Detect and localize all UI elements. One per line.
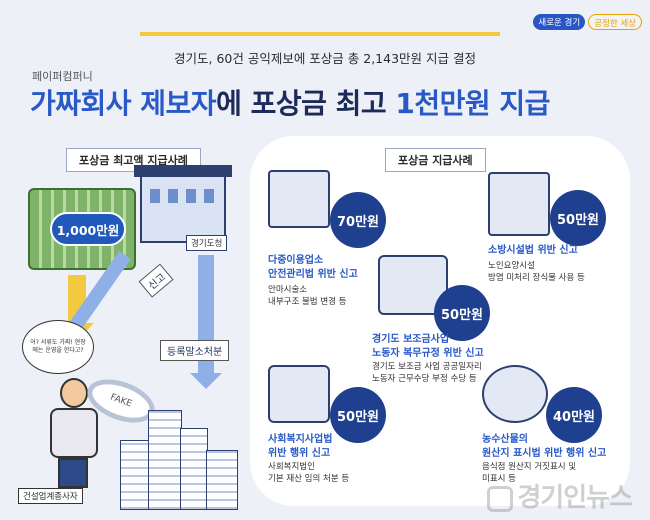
building-window: [168, 189, 178, 203]
city-building: [206, 450, 238, 510]
case-title-line: 위반 행위 신고: [268, 447, 331, 459]
report-label: 신고: [138, 263, 174, 298]
case-desc: 안마시술소 내부구조 불법 변경 등: [268, 284, 347, 309]
slogan-left: 새로운 경기: [533, 14, 586, 30]
case-desc-line: 내부구조 불법 변경 등: [268, 297, 347, 308]
heart-house-icon: [268, 365, 330, 423]
case-title-line: 농수산물의: [482, 434, 528, 445]
building-window: [204, 189, 214, 203]
case-title: 소방시설법 위반 신고: [488, 244, 578, 258]
headline: 가짜회사 제보자에 포상금 최고 1천만원 지급: [30, 82, 550, 122]
company-label: 페이퍼컴퍼니: [32, 70, 93, 83]
top-accent-bar: [140, 32, 500, 36]
person-tag: 건설업계종사자: [18, 488, 83, 504]
case-title-line: 안전관리법 위반 신고: [268, 268, 358, 280]
whistleblower-person-illustration: [44, 378, 104, 488]
case-title-line: 원산지 표시법 위반 행위 신고: [482, 447, 607, 459]
headline-part3: 1천만원 지급: [395, 87, 550, 120]
watermark: 경기인뉴스: [487, 477, 633, 514]
case-title-line: 경기도 보조금사업: [372, 334, 450, 345]
case-title: 다중이용업소 안전관리법 위반 신고: [268, 254, 358, 281]
slogan-logo: 새로운 경기 공정한 세상: [533, 14, 642, 30]
amount-badge: 50만원: [550, 190, 606, 246]
amount-badge: 50만원: [434, 285, 490, 341]
watermark-logo-icon: [487, 485, 514, 512]
case-title-line: 다중이용업소: [268, 255, 324, 266]
case-title: 사회복지사업법 위반 행위 신고: [268, 433, 332, 460]
case-title-line: 소방시설법 위반 신고: [488, 245, 578, 256]
case-title-line: 노동자 복무규정 위반 신고: [372, 347, 484, 359]
case-desc-line: 음식점 원산지 거짓표시 및: [482, 462, 577, 472]
person-head: [60, 378, 88, 408]
person-body: [50, 408, 98, 458]
case-desc-line: 사회복지법인: [268, 462, 315, 472]
bed-illustration-icon: [268, 170, 330, 228]
money-badge: 1,000만원: [50, 212, 126, 246]
case-desc-line: 미표시 등: [482, 474, 516, 485]
city-building: [120, 440, 150, 510]
building-roof: [134, 165, 232, 177]
right-section-label: 포상금 지급사례: [385, 148, 486, 172]
amount-badge: 50만원: [330, 387, 386, 443]
headline-part2: 에 포상금 최고: [216, 87, 396, 120]
case-desc: 사회복지법인 기본 재산 임의 처분 등: [268, 461, 349, 486]
slogan-right: 공정한 세상: [588, 14, 642, 30]
case-desc-line: 방염 미처리 장식물 사용 등: [488, 273, 585, 284]
case-desc-line: 기본 재산 임의 처분 등: [268, 474, 350, 485]
headline-part1: 가짜회사 제보자: [30, 87, 217, 120]
speech-bubble: 어? 서류도 가짜! 현장에는 운영을 한다고?: [22, 320, 94, 374]
government-building-illustration: [134, 165, 232, 243]
amount-badge: 70만원: [330, 192, 386, 248]
city-building: [180, 428, 208, 510]
building-tag: 경기도청: [186, 235, 228, 251]
case-desc: 경기도 보조금 사업 공공일자리 노동자 근무수당 부정 수당 등: [372, 361, 482, 386]
case-desc: 음식점 원산지 거짓표시 및 미표시 등: [482, 461, 576, 486]
amount-badge: 40만원: [546, 387, 602, 443]
city-buildings-illustration: [120, 400, 240, 510]
city-building: [148, 410, 182, 510]
food-plate-icon: [482, 365, 548, 423]
case-desc-line: 노인요양시설: [488, 261, 535, 271]
case-desc: 노인요양시설 방염 미처리 장식물 사용 등: [488, 260, 585, 285]
case-desc-line: 경기도 보조금 사업 공공일자리: [372, 362, 482, 372]
building-window: [186, 189, 196, 203]
watermark-text: 경기인뉴스: [517, 483, 633, 513]
building-window: [150, 189, 160, 203]
case-title: 경기도 보조금사업 노동자 복무규정 위반 신고: [372, 333, 484, 360]
money-stack-illustration: 1,000만원: [28, 188, 136, 270]
case-desc-line: 노동자 근무수당 부정 수당 등: [372, 374, 477, 385]
register-cancel-label: 등록말소처분: [160, 340, 230, 361]
case-desc-line: 안마시술소: [268, 285, 308, 295]
person-legs: [58, 458, 88, 488]
case-title-line: 사회복지사업법: [268, 434, 333, 445]
case-title: 농수산물의 원산지 표시법 위반 행위 신고: [482, 433, 606, 460]
house-elderly-icon: [488, 172, 550, 236]
subtitle: 경기도, 60건 공익제보에 포상금 총 2,143만원 지급 결정: [174, 51, 476, 66]
